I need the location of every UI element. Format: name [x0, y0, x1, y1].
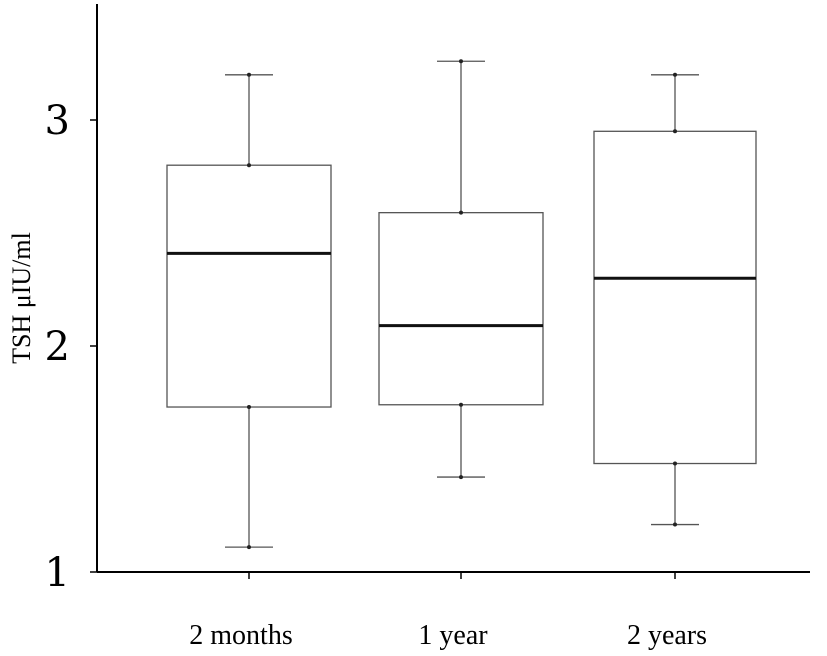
- x-tick-label-1-year: 1 year: [418, 620, 488, 651]
- point-q1-2-months: [247, 405, 251, 410]
- x-tick-label-2-years: 2 years: [627, 620, 707, 651]
- box-1-year: [378, 212, 544, 406]
- point-q3-2-months: [247, 163, 251, 168]
- x-tick-label-2-months: 2 months: [189, 620, 292, 651]
- point-max-1-year: [459, 59, 463, 64]
- point-q1-1-year: [459, 402, 463, 407]
- y-tick-label-1: 1: [45, 550, 70, 596]
- point-min-2-months: [247, 545, 251, 550]
- box-2-years: [593, 130, 757, 465]
- box-2-months: [166, 164, 332, 408]
- y-axis-label: TSH μIU/ml: [7, 232, 36, 364]
- point-q1-2-years: [673, 461, 677, 466]
- point-q3-2-years: [673, 129, 677, 134]
- point-max-2-years: [673, 72, 677, 77]
- plot-area: 1 2 3 2 months 1 year 2 years: [45, 59, 757, 651]
- point-min-1-year: [459, 475, 463, 480]
- y-tick-label-3: 3: [45, 98, 70, 144]
- point-max-2-months: [247, 72, 251, 77]
- point-q3-1-year: [459, 210, 463, 215]
- y-tick-label-2: 2: [45, 324, 70, 370]
- point-min-2-years: [673, 522, 677, 527]
